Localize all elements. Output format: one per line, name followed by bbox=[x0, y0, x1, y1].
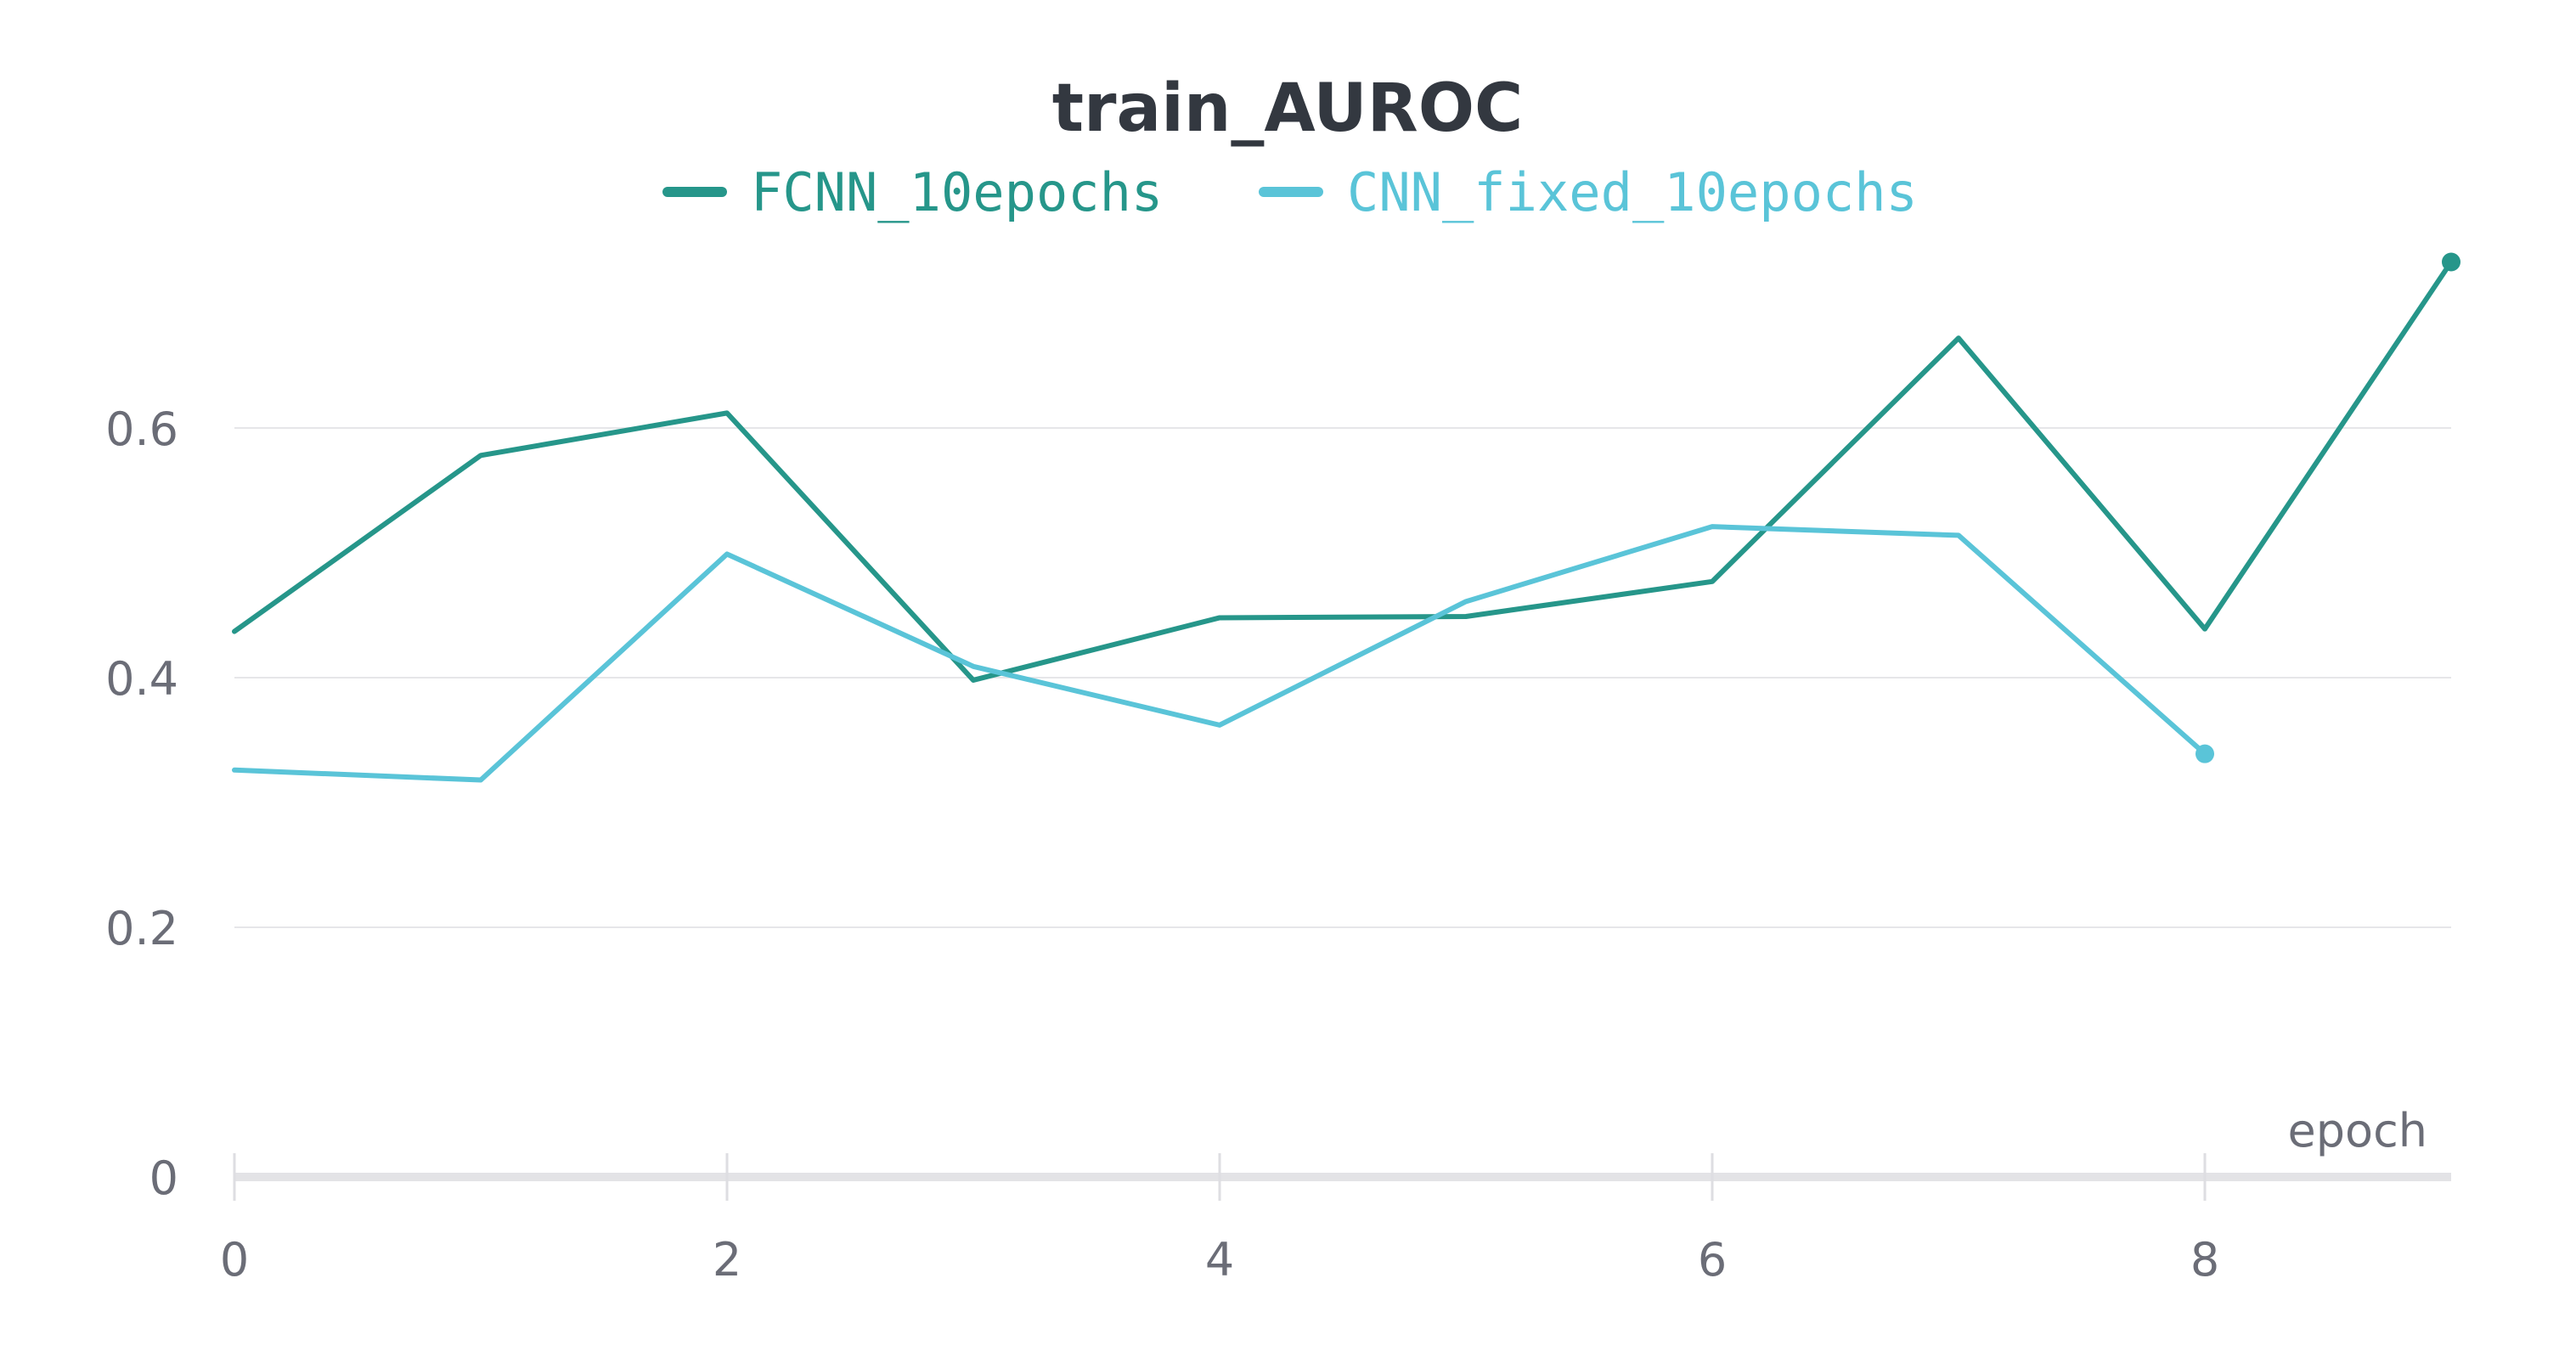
y-tick-label-1: 0.2 bbox=[105, 902, 178, 955]
series-end-point-1 bbox=[2196, 744, 2214, 763]
legend-label-1: CNN_fixed_10epochs bbox=[1347, 161, 1918, 223]
y-tick-label-0: 0 bbox=[149, 1151, 178, 1205]
x-tick-label-4: 8 bbox=[2190, 1233, 2219, 1287]
legend-label-0: FCNN_10epochs bbox=[751, 161, 1163, 223]
x-axis-label: epoch bbox=[2288, 1104, 2427, 1157]
series-line-0 bbox=[232, 259, 2454, 683]
x-axis bbox=[233, 1153, 2451, 1201]
grid-lines bbox=[234, 427, 2451, 928]
series-end-point-0 bbox=[2442, 252, 2460, 272]
x-tick-label-2: 4 bbox=[1205, 1233, 1234, 1287]
x-tick-label-0: 0 bbox=[220, 1233, 249, 1287]
x-tick-label-1: 2 bbox=[713, 1233, 741, 1287]
series-line-1 bbox=[232, 524, 2207, 783]
chart-title: train_AUROC bbox=[1052, 70, 1524, 147]
x-tick-label-3: 6 bbox=[1698, 1233, 1727, 1287]
legend: FCNN_10epochs CNN_fixed_10epochs bbox=[662, 161, 1918, 223]
series-lines bbox=[232, 252, 2460, 783]
y-tick-label-3: 0.6 bbox=[105, 403, 178, 456]
y-tick-label-2: 0.4 bbox=[105, 652, 178, 706]
tick-labels: 0 2 4 6 8 0 0.2 0.4 0.6 bbox=[105, 403, 2219, 1287]
